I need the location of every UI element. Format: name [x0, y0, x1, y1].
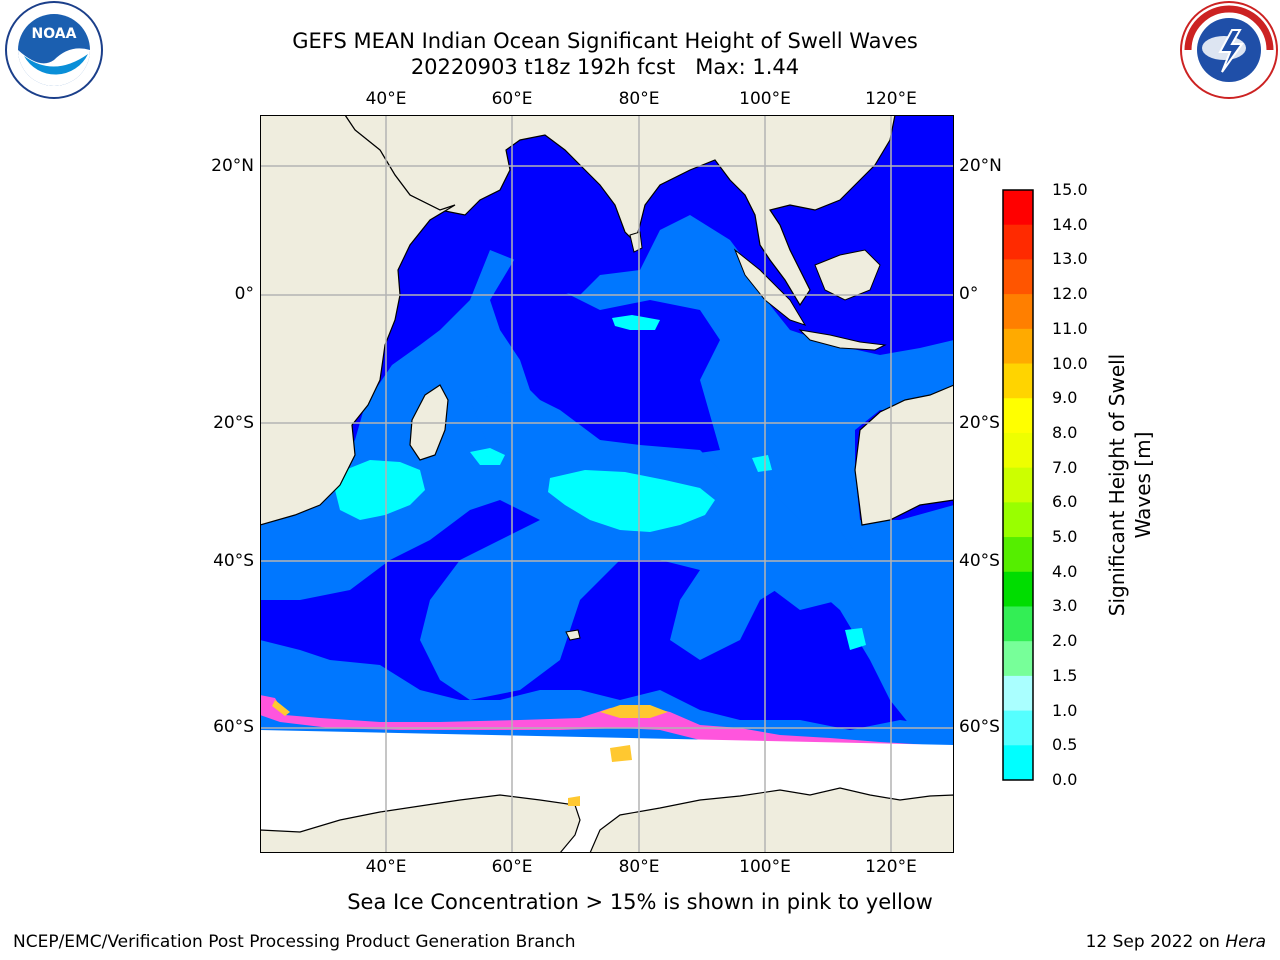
footer-right: 12 Sep 2022 on Hera	[1085, 932, 1266, 952]
lat-tick-right: 60°S	[959, 717, 1000, 737]
sea-ice-yellow-patch	[568, 796, 580, 806]
chart-title-line2: 20220903 t18z 192h fcst Max: 1.44	[410, 55, 800, 79]
colorbar-tick-label: 5.0	[1052, 527, 1078, 547]
colorbar-bin	[1003, 328, 1033, 365]
nws-logo	[1180, 1, 1278, 99]
sea-ice-caption: Sea Ice Concentration > 15% is shown in …	[347, 890, 933, 914]
lat-tick-left: 60°S	[213, 717, 254, 737]
lat-tick-left: 20°N	[211, 156, 254, 176]
swell-high-patch	[470, 448, 505, 465]
noaa-wordmark: NOAA	[32, 26, 77, 42]
colorbar-bin	[1003, 641, 1033, 677]
lon-tick-bottom: 80°E	[618, 857, 660, 877]
colorbar-bin	[1003, 606, 1033, 642]
colorbar-tick-label: 15.0	[1052, 180, 1088, 199]
lat-tick-right: 0°	[959, 284, 979, 304]
land-kerguelen	[565, 629, 581, 641]
land-java	[798, 329, 887, 351]
lat-tick-right: 40°S	[959, 551, 1000, 571]
land-borneo	[814, 249, 881, 301]
lat-tick-left: 0°	[234, 284, 254, 304]
chart-title-line1: GEFS MEAN Indian Ocean Significant Heigh…	[292, 29, 918, 53]
colorbar-bin	[1003, 675, 1033, 712]
colorbar	[1002, 189, 1034, 781]
lon-tick-top: 80°E	[618, 89, 660, 109]
colorbar-bin	[1003, 398, 1033, 434]
footer-left: NCEP/EMC/Verification Post Processing Pr…	[13, 932, 576, 952]
swell-high-patch-central	[548, 470, 715, 532]
land-antarctica-east	[589, 787, 954, 853]
sea-ice-pink	[260, 695, 954, 752]
colorbar-bin	[1003, 363, 1033, 399]
lon-tick-bottom: 60°E	[491, 857, 533, 877]
colorbar-bin	[1003, 745, 1033, 781]
lon-tick-bottom: 40°E	[365, 857, 407, 877]
swell-high-patch-equator	[612, 315, 660, 330]
colorbar-label: Significant Height of Swell Waves [m]	[1105, 353, 1155, 617]
swell-high-patch-west	[335, 460, 425, 520]
lon-tick-top: 40°E	[365, 89, 407, 109]
colorbar-tick-label: 8.0	[1052, 422, 1078, 442]
colorbar-tick-label: 4.0	[1052, 561, 1078, 581]
colorbar-tick-label: 12.0	[1052, 284, 1088, 304]
lat-tick-right: 20°S	[959, 413, 1000, 433]
swell-height-map	[260, 115, 954, 853]
colorbar-bin	[1003, 294, 1033, 330]
colorbar-tick-label: 9.0	[1052, 388, 1078, 408]
colorbar-bin	[1003, 537, 1033, 573]
sea-ice-yellow	[272, 700, 290, 716]
colorbar-bin	[1003, 224, 1033, 260]
colorbar-tick-label: 1.5	[1052, 665, 1078, 685]
lon-tick-top: 60°E	[491, 89, 533, 109]
lat-tick-left: 20°S	[213, 413, 254, 433]
lat-tick-right: 20°N	[959, 156, 1002, 176]
colorbar-tick-label: 0.0	[1052, 770, 1078, 789]
sea-ice-yellow-patch	[610, 745, 632, 762]
colorbar-bin	[1003, 502, 1033, 538]
lon-tick-bottom: 100°E	[739, 857, 791, 877]
colorbar-tick-label: 1.0	[1052, 700, 1078, 720]
colorbar-tick-label: 14.0	[1052, 214, 1088, 234]
lon-tick-top: 100°E	[739, 89, 791, 109]
colorbar-bin	[1003, 190, 1033, 226]
lon-tick-top: 120°E	[865, 89, 917, 109]
land-asia	[260, 115, 896, 307]
colorbar-tick-label: 10.0	[1052, 353, 1088, 373]
land-australia	[854, 384, 954, 526]
graticule	[260, 115, 954, 853]
colorbar-tick-label: 3.0	[1052, 596, 1078, 616]
colorbar-tick-label: 6.0	[1052, 492, 1078, 512]
colorbar-bin	[1003, 571, 1033, 607]
lon-tick-bottom: 120°E	[865, 857, 917, 877]
sea-ice-yellow	[600, 705, 668, 718]
swell-high-patch	[752, 455, 772, 472]
colorbar-bin	[1003, 432, 1033, 469]
colorbar-tick-label: 13.0	[1052, 249, 1088, 269]
swell-high-patch	[845, 628, 866, 650]
colorbar-tick-label: 0.5	[1052, 735, 1078, 755]
land-antarctica-west	[260, 794, 581, 853]
colorbar-tick-label: 2.0	[1052, 631, 1078, 651]
colorbar-bin	[1003, 467, 1033, 503]
colorbar-tick-label: 7.0	[1052, 457, 1078, 477]
colorbar-bin	[1003, 259, 1033, 295]
lat-tick-left: 40°S	[213, 551, 254, 571]
colorbar-bin	[1003, 710, 1033, 746]
colorbar-tick-label: 11.0	[1052, 318, 1088, 338]
noaa-logo: NOAA	[5, 1, 103, 99]
